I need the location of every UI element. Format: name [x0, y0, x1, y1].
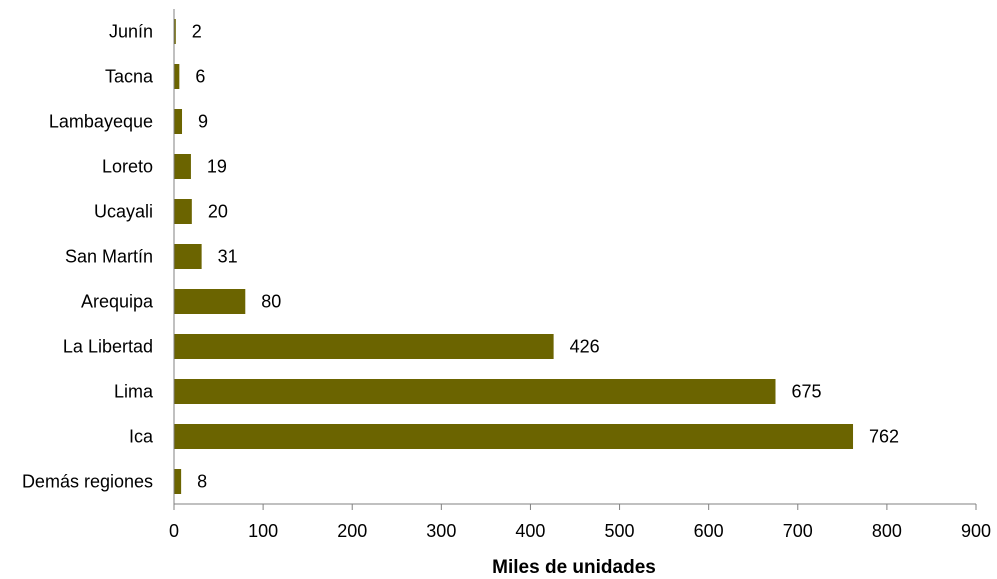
bar [174, 379, 776, 404]
bar [174, 424, 854, 449]
data-label: 20 [208, 202, 228, 222]
data-label: 426 [570, 337, 600, 357]
category-label: Ucayali [94, 202, 153, 222]
x-tick-label: 500 [605, 521, 635, 541]
bar [174, 199, 192, 224]
category-label: San Martín [65, 247, 153, 267]
category-label: Ica [129, 427, 154, 447]
bar [174, 289, 246, 314]
bar [174, 64, 180, 89]
bar [174, 469, 182, 494]
bar [174, 19, 176, 44]
x-tick-marks [173, 504, 977, 510]
category-labels: Junín Tacna Lambayeque Loreto Ucayali San Mar… [22, 22, 154, 492]
x-tick-label: 400 [515, 521, 545, 541]
category-label: La Libertad [63, 337, 153, 357]
x-tick-label: 0 [169, 521, 179, 541]
category-label: Junín [109, 22, 153, 42]
data-label: 2 [192, 22, 202, 42]
data-label: 6 [195, 67, 205, 87]
category-label: Loreto [102, 157, 153, 177]
x-tick-label: 700 [783, 521, 813, 541]
x-axis-title: Miles de unidades [492, 557, 656, 578]
data-label: 80 [261, 292, 281, 312]
x-tick-label: 800 [872, 521, 902, 541]
category-label: Tacna [105, 67, 154, 87]
data-label: 19 [207, 157, 227, 177]
data-label: 31 [218, 247, 238, 267]
bar [174, 154, 191, 179]
x-tick-labels: 0 100 200 300 400 500 600 700 800 900 [169, 521, 991, 541]
data-label: 762 [869, 427, 899, 447]
data-labels: 2 6 9 19 20 31 80 426 675 762 8 [192, 22, 899, 492]
x-tick-label: 100 [248, 521, 278, 541]
x-tick-label: 600 [694, 521, 724, 541]
category-label: Arequipa [81, 292, 154, 312]
data-label: 675 [792, 382, 822, 402]
data-label: 9 [198, 112, 208, 132]
bar [174, 334, 554, 359]
data-label: 8 [197, 472, 207, 492]
category-label: Demás regiones [22, 472, 153, 492]
x-tick-label: 300 [426, 521, 456, 541]
category-label: Lima [114, 382, 154, 402]
bars [174, 19, 854, 494]
x-tick-label: 200 [337, 521, 367, 541]
category-label: Lambayeque [49, 112, 153, 132]
x-tick-label: 900 [961, 521, 991, 541]
bar [174, 244, 202, 269]
bar [174, 109, 183, 134]
